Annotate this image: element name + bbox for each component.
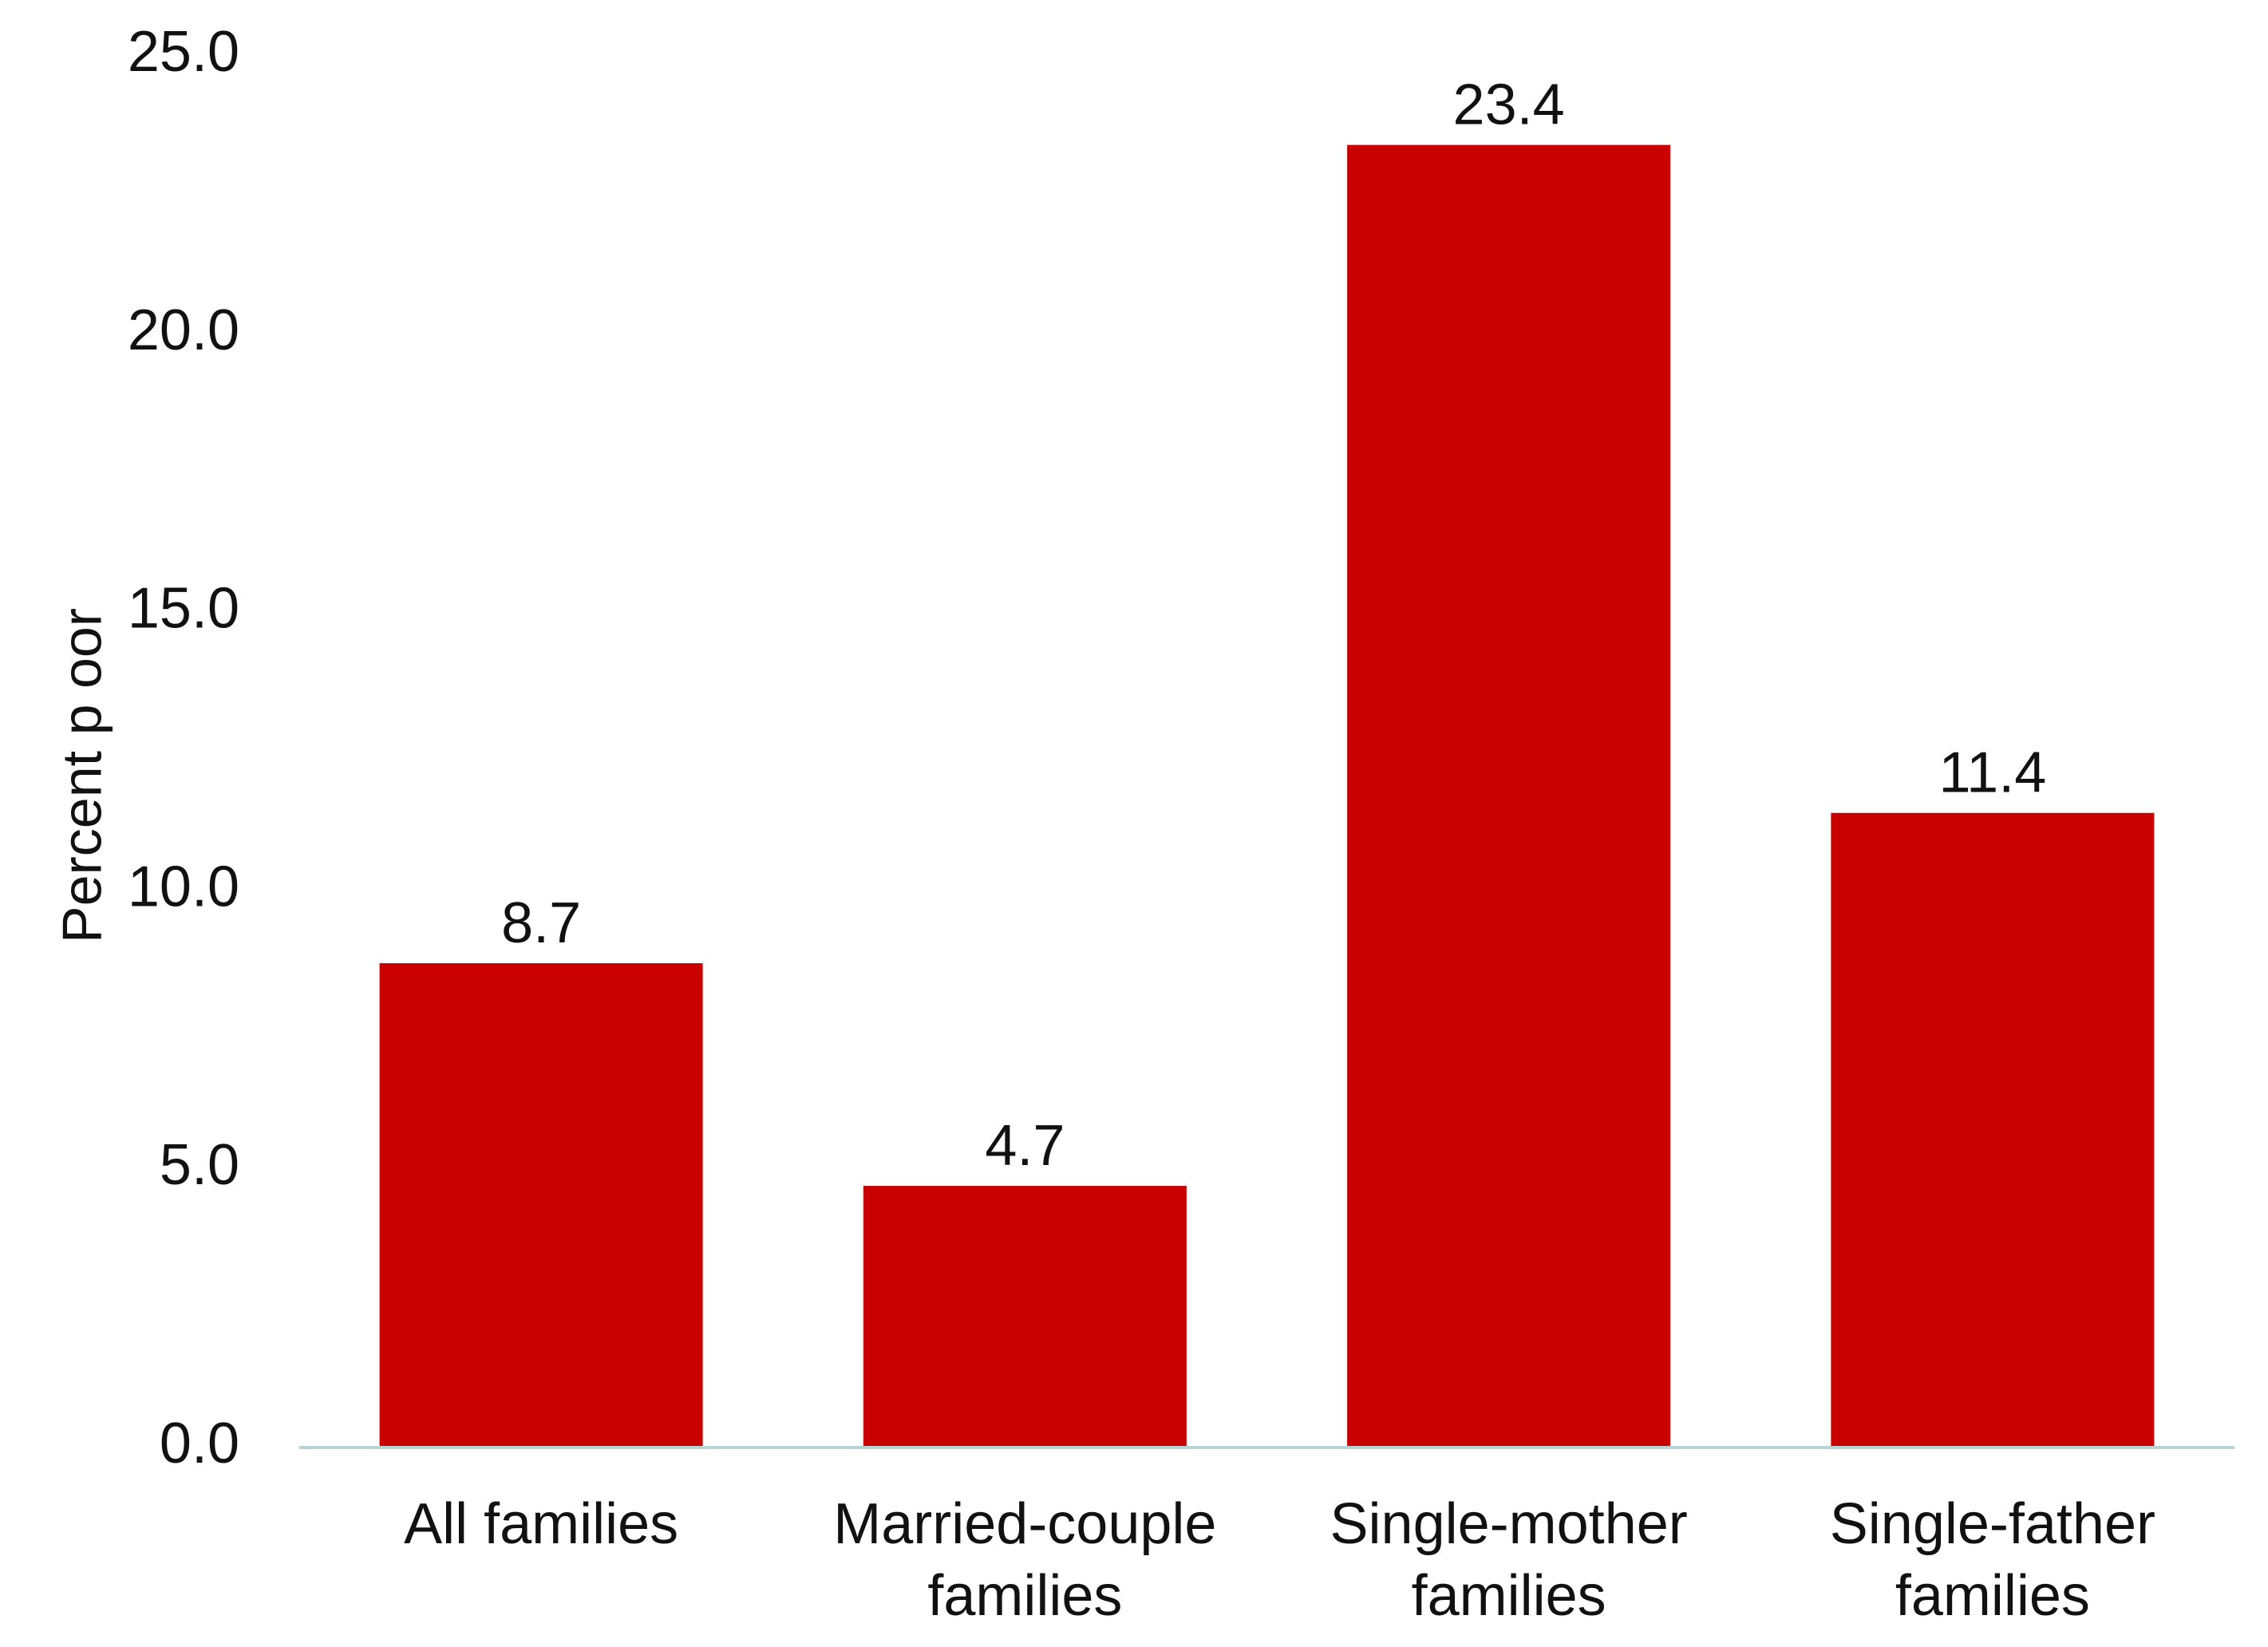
bar bbox=[1347, 144, 1671, 1448]
x-category-label: Married-couple bbox=[833, 1492, 1216, 1556]
x-category-label: Single-father bbox=[1830, 1492, 2155, 1556]
y-tick-label: 15.0 bbox=[128, 577, 239, 641]
bar bbox=[379, 963, 703, 1448]
x-category-label: families bbox=[1895, 1564, 2090, 1628]
y-tick-label: 20.0 bbox=[128, 298, 239, 362]
y-axis-title: Percent p oor bbox=[50, 608, 113, 943]
y-tick-label: 10.0 bbox=[128, 855, 239, 918]
data-label: 4.7 bbox=[985, 1114, 1065, 1178]
x-category-label: families bbox=[1412, 1564, 1606, 1628]
bar bbox=[1831, 812, 2155, 1448]
x-category-label: All families bbox=[404, 1492, 678, 1556]
y-tick-label: 25.0 bbox=[128, 20, 239, 84]
y-tick-label: 0.0 bbox=[160, 1412, 239, 1475]
data-label: 8.7 bbox=[501, 891, 581, 955]
x-category-label: Single-mother bbox=[1330, 1492, 1688, 1556]
y-tick-label: 5.0 bbox=[160, 1133, 239, 1197]
x-category-label: families bbox=[927, 1564, 1122, 1628]
bar bbox=[863, 1186, 1187, 1448]
data-label: 23.4 bbox=[1453, 73, 1565, 137]
data-label: 11.4 bbox=[1938, 741, 2046, 805]
